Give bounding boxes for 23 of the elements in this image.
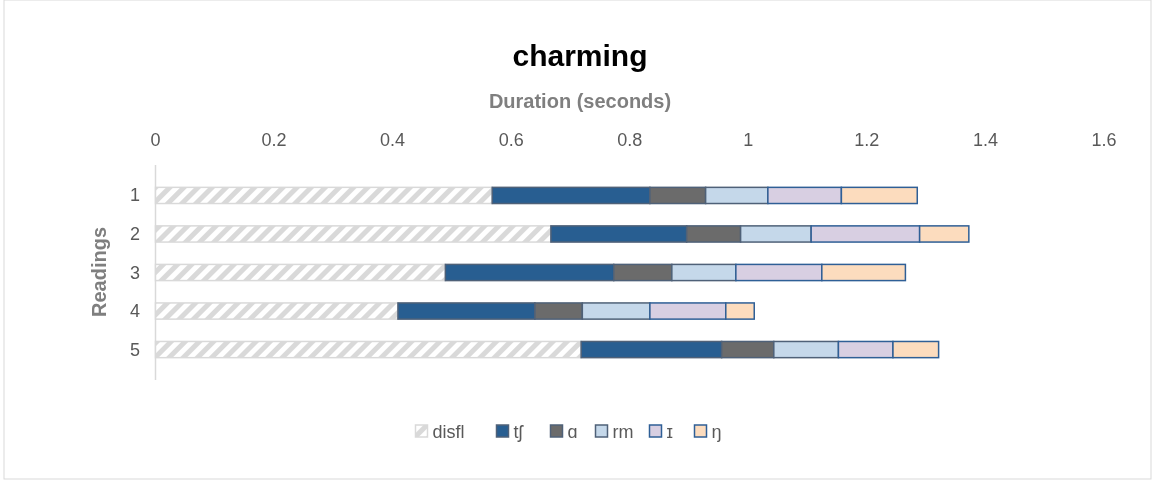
chart-title: charming: [512, 39, 648, 72]
x-tick-label: 0.4: [380, 130, 406, 150]
legend-label: ŋ: [711, 422, 722, 442]
y-tick-label: 4: [129, 301, 140, 322]
x-tick-label: 0: [150, 130, 161, 150]
x-tick-label: 0.2: [261, 130, 287, 150]
x-tick-label: 1: [743, 130, 754, 150]
legend-label: ɪ: [666, 422, 673, 442]
legend-label: tʃ: [513, 422, 525, 442]
y-tick-label: 5: [129, 339, 140, 360]
y-tick-label: 3: [129, 262, 140, 283]
x-axis-title: Duration (seconds): [488, 90, 672, 112]
y-axis-title: Readings: [88, 226, 110, 318]
legend-label: ɑ: [567, 422, 578, 442]
x-tick-label: 1.2: [854, 130, 880, 150]
x-tick-label: 0.6: [498, 130, 524, 150]
x-tick-label: 1.6: [1091, 130, 1117, 150]
x-tick-label: 1.4: [972, 130, 998, 150]
legend-label: rm: [612, 422, 634, 442]
y-tick-label: 1: [129, 185, 140, 206]
y-tick-label: 2: [129, 223, 140, 244]
x-tick-label: 0.8: [617, 130, 643, 150]
legend-label: disfl: [432, 422, 465, 442]
